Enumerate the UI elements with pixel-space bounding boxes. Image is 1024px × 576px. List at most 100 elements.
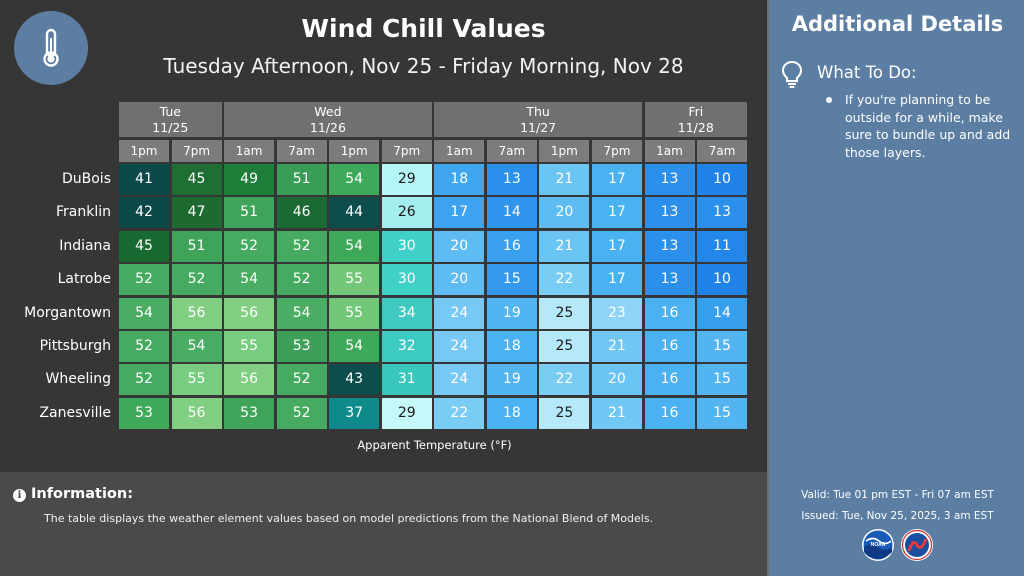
value-cell: 19 (486, 297, 537, 329)
value-cell: 54 (276, 297, 327, 329)
value-cell: 20 (539, 197, 590, 229)
value-cell: 21 (591, 397, 642, 429)
time-header: 7am (697, 140, 748, 162)
time-header: 7am (276, 140, 327, 162)
value-cell: 17 (591, 264, 642, 296)
value-cell: 44 (329, 197, 380, 229)
units-label: Apparent Temperature (°F) (357, 438, 512, 452)
value-cell: 43 (329, 364, 380, 396)
location-label: Zanesville (39, 404, 111, 421)
value-cell: 55 (224, 331, 275, 362)
value-cell: 30 (381, 264, 432, 296)
value-cell: 56 (171, 397, 222, 429)
value-cell: 42 (119, 197, 169, 229)
value-cell: 45 (171, 164, 222, 195)
value-cell: 19 (486, 364, 537, 396)
svg-text:NOAA: NOAA (871, 542, 886, 548)
time-header: 7pm (591, 140, 642, 162)
value-cell: 26 (381, 197, 432, 229)
value-cell: 49 (224, 164, 275, 195)
location-label: Indiana (59, 237, 111, 254)
value-cell: 52 (119, 264, 169, 296)
value-cell: 21 (539, 230, 590, 262)
value-cell: 22 (434, 397, 485, 429)
value-cell: 54 (224, 264, 275, 296)
information-panel (0, 472, 767, 576)
value-cell: 55 (329, 297, 380, 329)
valid-period: Valid: Tue 01 pm EST - Fri 07 am EST (801, 489, 994, 501)
value-cell: 10 (697, 264, 748, 296)
value-cell: 22 (539, 264, 590, 296)
value-cell: 45 (119, 230, 169, 262)
value-cell: 24 (434, 364, 485, 396)
page-subtitle: Tuesday Afternoon, Nov 25 - Friday Morni… (163, 54, 684, 78)
value-cell: 25 (539, 397, 590, 429)
value-cell: 55 (171, 364, 222, 396)
value-cell: 18 (486, 331, 537, 362)
thermometer-badge (14, 11, 88, 85)
value-cell: 17 (434, 197, 485, 229)
value-cell: 29 (381, 397, 432, 429)
value-cell: 52 (276, 364, 327, 396)
page-title: Wind Chill Values (301, 14, 546, 43)
location-label: Franklin (55, 204, 111, 221)
value-cell: 53 (119, 397, 169, 429)
value-cell: 14 (697, 297, 748, 329)
details-sidebar: Additional Details What To Do: If you're… (767, 0, 1024, 576)
value-cell: 20 (591, 364, 642, 396)
value-cell: 24 (434, 297, 485, 329)
time-header: 1am (224, 140, 275, 162)
location-label: Morgantown (24, 304, 111, 321)
day-header: Tue 11/25 (119, 102, 222, 137)
day-header: Fri 11/28 (644, 102, 748, 137)
value-cell: 16 (486, 230, 537, 262)
time-header: 1am (434, 140, 485, 162)
value-cell: 13 (486, 164, 537, 195)
value-cell: 53 (276, 331, 327, 362)
value-cell: 52 (119, 364, 169, 396)
value-cell: 13 (644, 197, 695, 229)
value-cell: 51 (276, 164, 327, 195)
value-cell: 17 (591, 164, 642, 195)
value-cell: 11 (697, 230, 748, 262)
location-label: Wheeling (45, 371, 111, 388)
day-header: Thu 11/27 (434, 102, 642, 137)
value-cell: 18 (434, 164, 485, 195)
time-header: 1am (644, 140, 695, 162)
value-cell: 56 (224, 364, 275, 396)
value-cell: 22 (539, 364, 590, 396)
value-cell: 21 (539, 164, 590, 195)
location-label: Pittsburgh (39, 338, 111, 354)
time-header: 7pm (171, 140, 222, 162)
information-text: The table displays the weather element v… (44, 512, 654, 525)
value-cell: 32 (381, 331, 432, 362)
time-header: 7pm (381, 140, 432, 162)
value-cell: 54 (329, 164, 380, 195)
value-cell: 14 (486, 197, 537, 229)
value-cell: 54 (329, 331, 380, 362)
value-cell: 20 (434, 230, 485, 262)
bullet-point (826, 97, 832, 103)
time-header: 1pm (329, 140, 380, 162)
noaa-logo: NOAA (862, 529, 894, 561)
nws-logo (901, 529, 933, 561)
agency-logos: NOAA (862, 529, 933, 561)
value-cell: 17 (591, 197, 642, 229)
information-title: Information: (31, 486, 134, 502)
value-cell: 54 (119, 297, 169, 329)
advice-text: If you're planning to be outside for a w… (845, 92, 1011, 160)
value-cell: 54 (329, 230, 380, 262)
value-cell: 16 (644, 297, 695, 329)
value-cell: 21 (591, 331, 642, 362)
location-label: DuBois (61, 171, 111, 187)
time-header: 1pm (119, 140, 169, 162)
value-cell: 13 (644, 264, 695, 296)
value-cell: 15 (697, 364, 748, 396)
value-cell: 25 (539, 331, 590, 362)
value-cell: 41 (119, 164, 169, 195)
lightbulb-icon (781, 60, 803, 88)
value-cell: 13 (644, 164, 695, 195)
value-cell: 31 (381, 364, 432, 396)
time-header: 1pm (539, 140, 590, 162)
value-cell: 24 (434, 331, 485, 362)
